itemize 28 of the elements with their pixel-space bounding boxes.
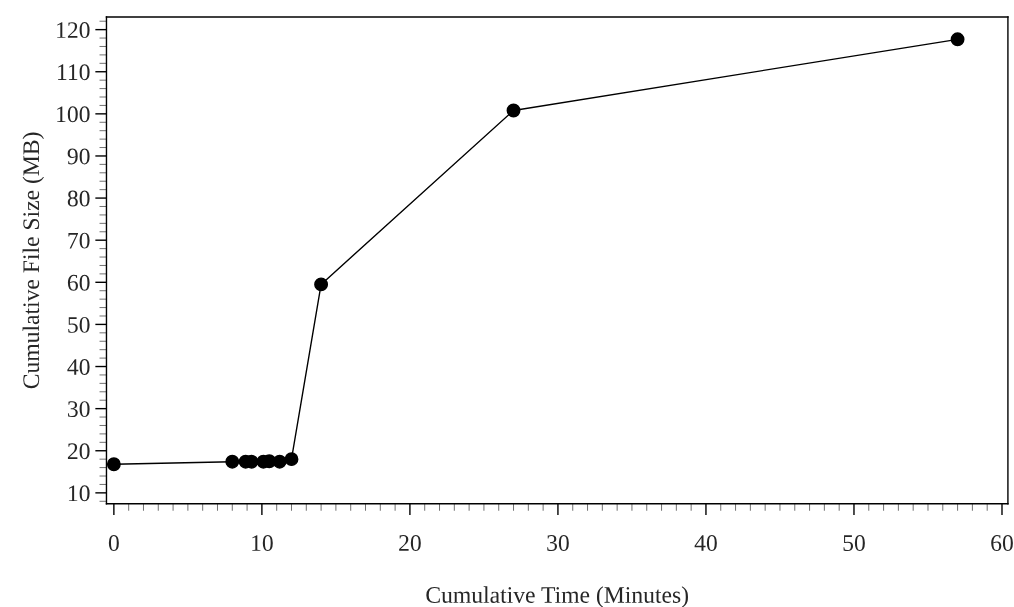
point [284,452,299,467]
y-tick-label: 70 [68,232,90,249]
point [314,277,329,292]
point [506,103,521,118]
y-tick-label: 30 [68,401,90,418]
x-tick-label: 20 [399,535,421,551]
x-tick-label: 30 [547,535,569,551]
y-tick-label: 120 [57,22,90,39]
point [225,454,240,469]
point [950,32,965,47]
y-tick-label: 60 [67,274,90,291]
y-tick-label: 110 [58,64,90,81]
x-tick-label: 50 [843,535,865,551]
x-tick-label: 0 [108,535,119,551]
y-tick-label: 40 [67,359,90,375]
y-tick-label: 50 [68,316,90,333]
y-tick-label: 20 [67,443,90,460]
y-tick-label: 90 [67,148,90,165]
y-tick-label: 100 [57,106,90,123]
x-tick-label: 40 [694,535,717,551]
point [272,454,287,469]
y-axis-title: Cumulative File Size (MB) [22,132,44,389]
x-tick-label: 10 [252,535,273,551]
y-tick-label: 10 [68,485,90,502]
point [106,457,121,472]
x-tick-label: 60 [991,535,1013,551]
y-tick-label: 80 [67,190,90,207]
x-axis-title: Cumulative Time (Minutes) [426,586,688,607]
